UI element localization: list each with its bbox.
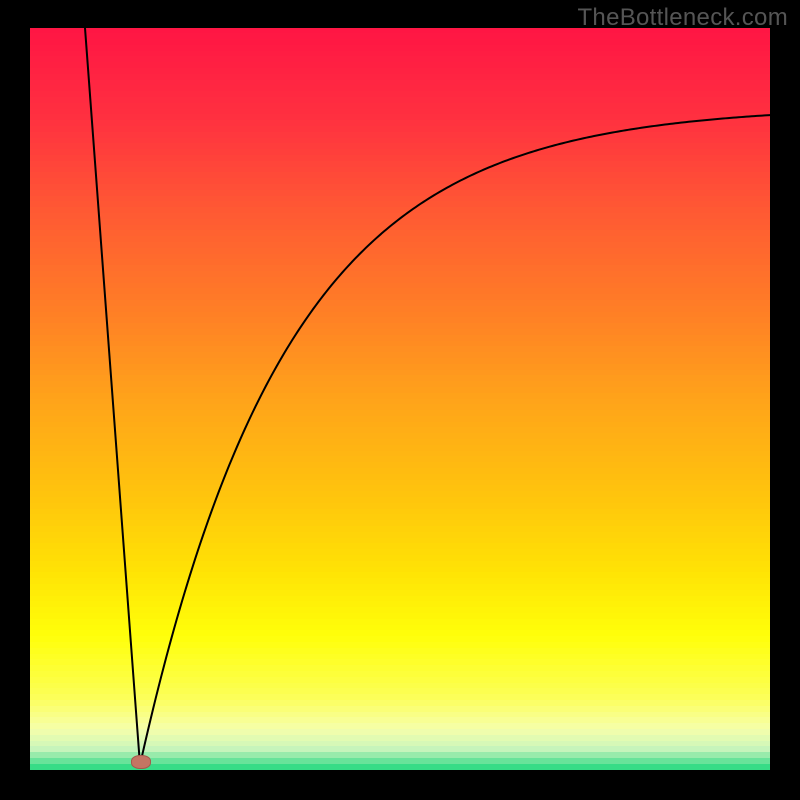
plot-area [30, 28, 770, 770]
chart-container: { "image_size": { "width": 800, "height"… [0, 0, 800, 800]
watermark-text: TheBottleneck.com [577, 4, 788, 32]
bottleneck-curve [30, 28, 770, 770]
apex-marker [131, 755, 151, 769]
